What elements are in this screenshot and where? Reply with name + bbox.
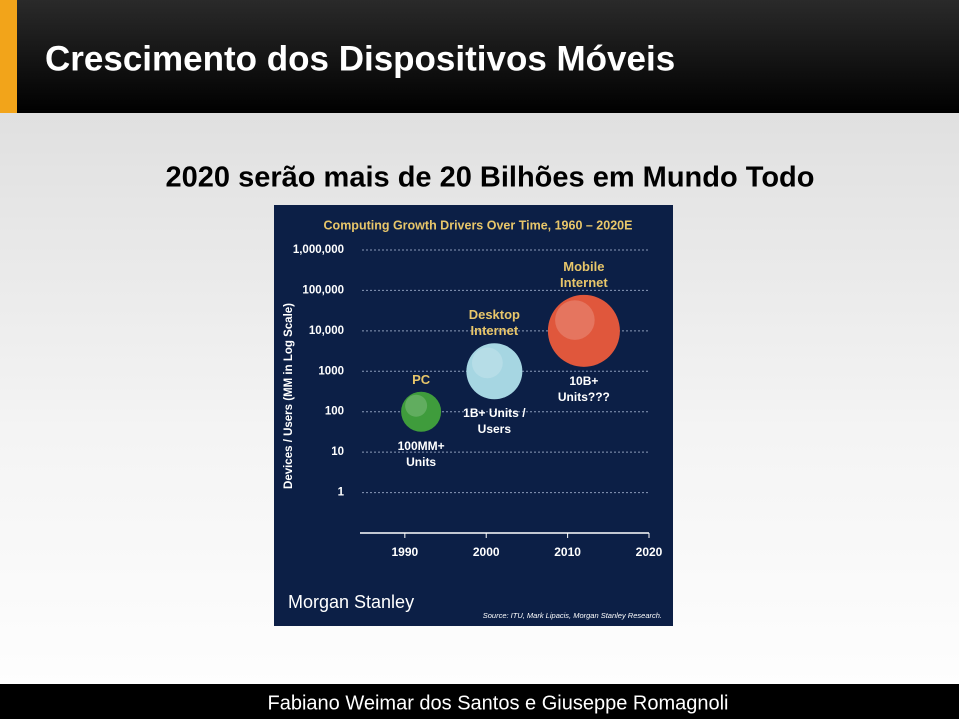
header-bar xyxy=(0,0,959,113)
header-accent xyxy=(0,0,17,113)
bubble-annotation: 10B+ Units??? xyxy=(557,373,610,404)
slide-title: Crescimento dos Dispositivos Móveis xyxy=(45,39,675,78)
y-tick-label: 100,000 xyxy=(302,284,344,296)
y-tick-label: 1000 xyxy=(318,365,344,377)
bubble-highlight xyxy=(471,347,503,379)
source-note: Source: ITU, Mark Lipacis, Morgan Stanle… xyxy=(483,611,662,620)
y-axis-label: Devices / Users (MM in Log Scale) xyxy=(283,303,295,489)
y-tick-label: 100 xyxy=(325,406,344,418)
bubble-highlight xyxy=(405,394,428,417)
y-tick-label: 1,000,000 xyxy=(293,244,344,256)
bubble-annotation: 100MM+ Units xyxy=(397,438,445,469)
chart-panel xyxy=(274,205,673,626)
y-tick-label: 10,000 xyxy=(309,325,344,337)
x-tick-label: 2010 xyxy=(554,545,581,559)
bubble-highlight xyxy=(555,300,595,340)
bubble xyxy=(466,343,523,400)
chart-title: Computing Growth Drivers Over Time, 1960… xyxy=(324,218,633,232)
slide-subtitle: 2020 serão mais de 20 Bilhões em Mundo T… xyxy=(166,162,815,194)
bubble-annotation: 1B+ Units / Users xyxy=(463,406,526,437)
x-tick-label: 2000 xyxy=(473,545,500,559)
y-tick-label: 1 xyxy=(338,487,345,499)
series-label: PC xyxy=(412,371,431,387)
x-tick-label: 1990 xyxy=(391,545,418,559)
bubble xyxy=(547,294,620,367)
series-label: Mobile Internet xyxy=(560,258,608,290)
footer-bar xyxy=(0,684,959,719)
footer-text: Fabiano Weimar dos Santos e Giuseppe Rom… xyxy=(268,692,729,714)
y-tick-label: 10 xyxy=(331,446,344,458)
bubble xyxy=(401,391,442,432)
x-tick-label: 2020 xyxy=(636,545,663,559)
series-label: Desktop Internet xyxy=(468,307,520,339)
logo: Morgan Stanley xyxy=(288,592,414,612)
